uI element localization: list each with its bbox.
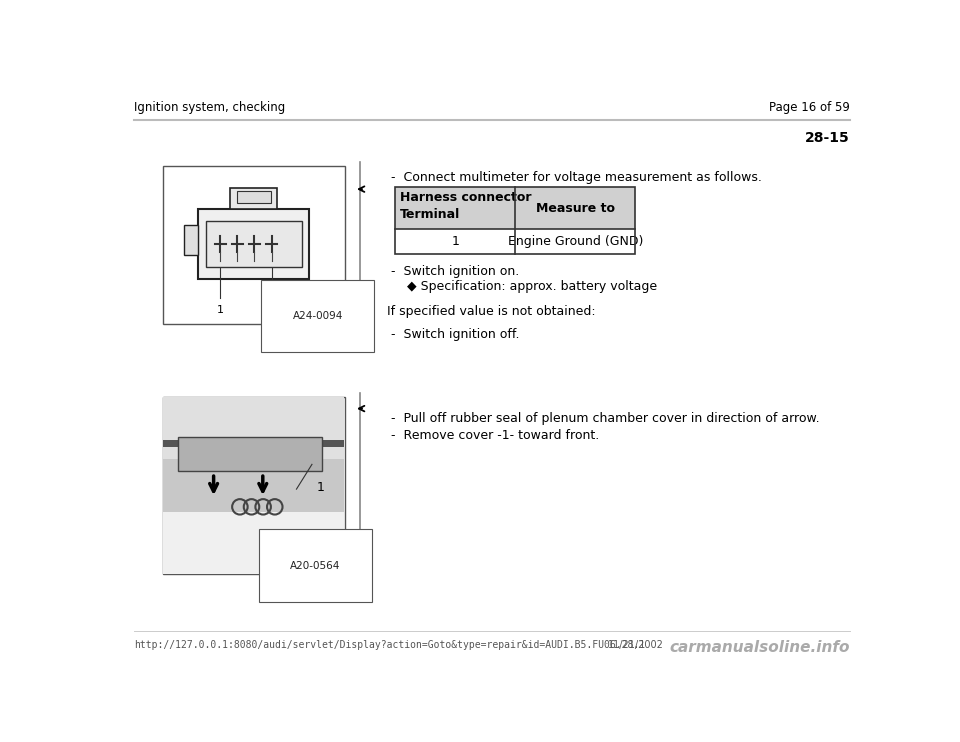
Text: -  Remove cover -1- toward front.: - Remove cover -1- toward front. [392,430,599,442]
Text: -  Switch ignition on.: - Switch ignition on. [392,265,519,278]
Text: Harness connector: Harness connector [399,191,531,205]
Bar [230,188,276,209]
Text: Engine Ground (GND): Engine Ground (GND) [508,235,643,248]
Bar [198,209,309,278]
Text: 11/21/2002: 11/21/2002 [609,640,664,650]
Text: 4: 4 [268,306,276,315]
Bar [184,225,198,255]
Text: -  Switch ignition off.: - Switch ignition off. [392,328,519,341]
Bar [396,187,636,254]
Text: -  Pull off rubber seal of plenum chamber cover in direction of arrow.: - Pull off rubber seal of plenum chamber… [392,413,820,425]
Bar [162,166,345,324]
Text: 1: 1 [317,481,324,494]
Text: Measure to: Measure to [536,202,614,214]
Text: http://127.0.0.1:8080/audi/servlet/Display?action=Goto&type=repair&id=AUDI.B5.FU: http://127.0.0.1:8080/audi/servlet/Displ… [134,640,645,650]
Bar [396,187,636,229]
Text: carmanualsoline.info: carmanualsoline.info [669,640,850,655]
Text: Page 16 of 59: Page 16 of 59 [769,101,850,114]
Text: -  Connect multimeter for voltage measurement as follows.: - Connect multimeter for voltage measure… [392,171,762,185]
Bar [179,437,322,471]
Text: A20-0564: A20-0564 [290,561,341,571]
Bar [163,512,344,574]
Text: Ignition system, checking: Ignition system, checking [134,101,285,114]
Text: If specified value is not obtained:: If specified value is not obtained: [388,305,596,318]
Text: 1: 1 [217,306,224,315]
Bar [205,221,301,267]
Text: 28-15: 28-15 [805,131,850,145]
Bar [163,441,344,447]
Bar [163,397,344,459]
Text: 1: 1 [451,235,459,248]
Bar [163,459,344,512]
Text: Terminal: Terminal [399,209,460,221]
Bar [236,191,271,203]
Text: A24-0094: A24-0094 [293,311,343,321]
Bar [516,187,636,229]
Text: ◆ Specification: approx. battery voltage: ◆ Specification: approx. battery voltage [407,280,657,293]
Bar [162,397,345,574]
